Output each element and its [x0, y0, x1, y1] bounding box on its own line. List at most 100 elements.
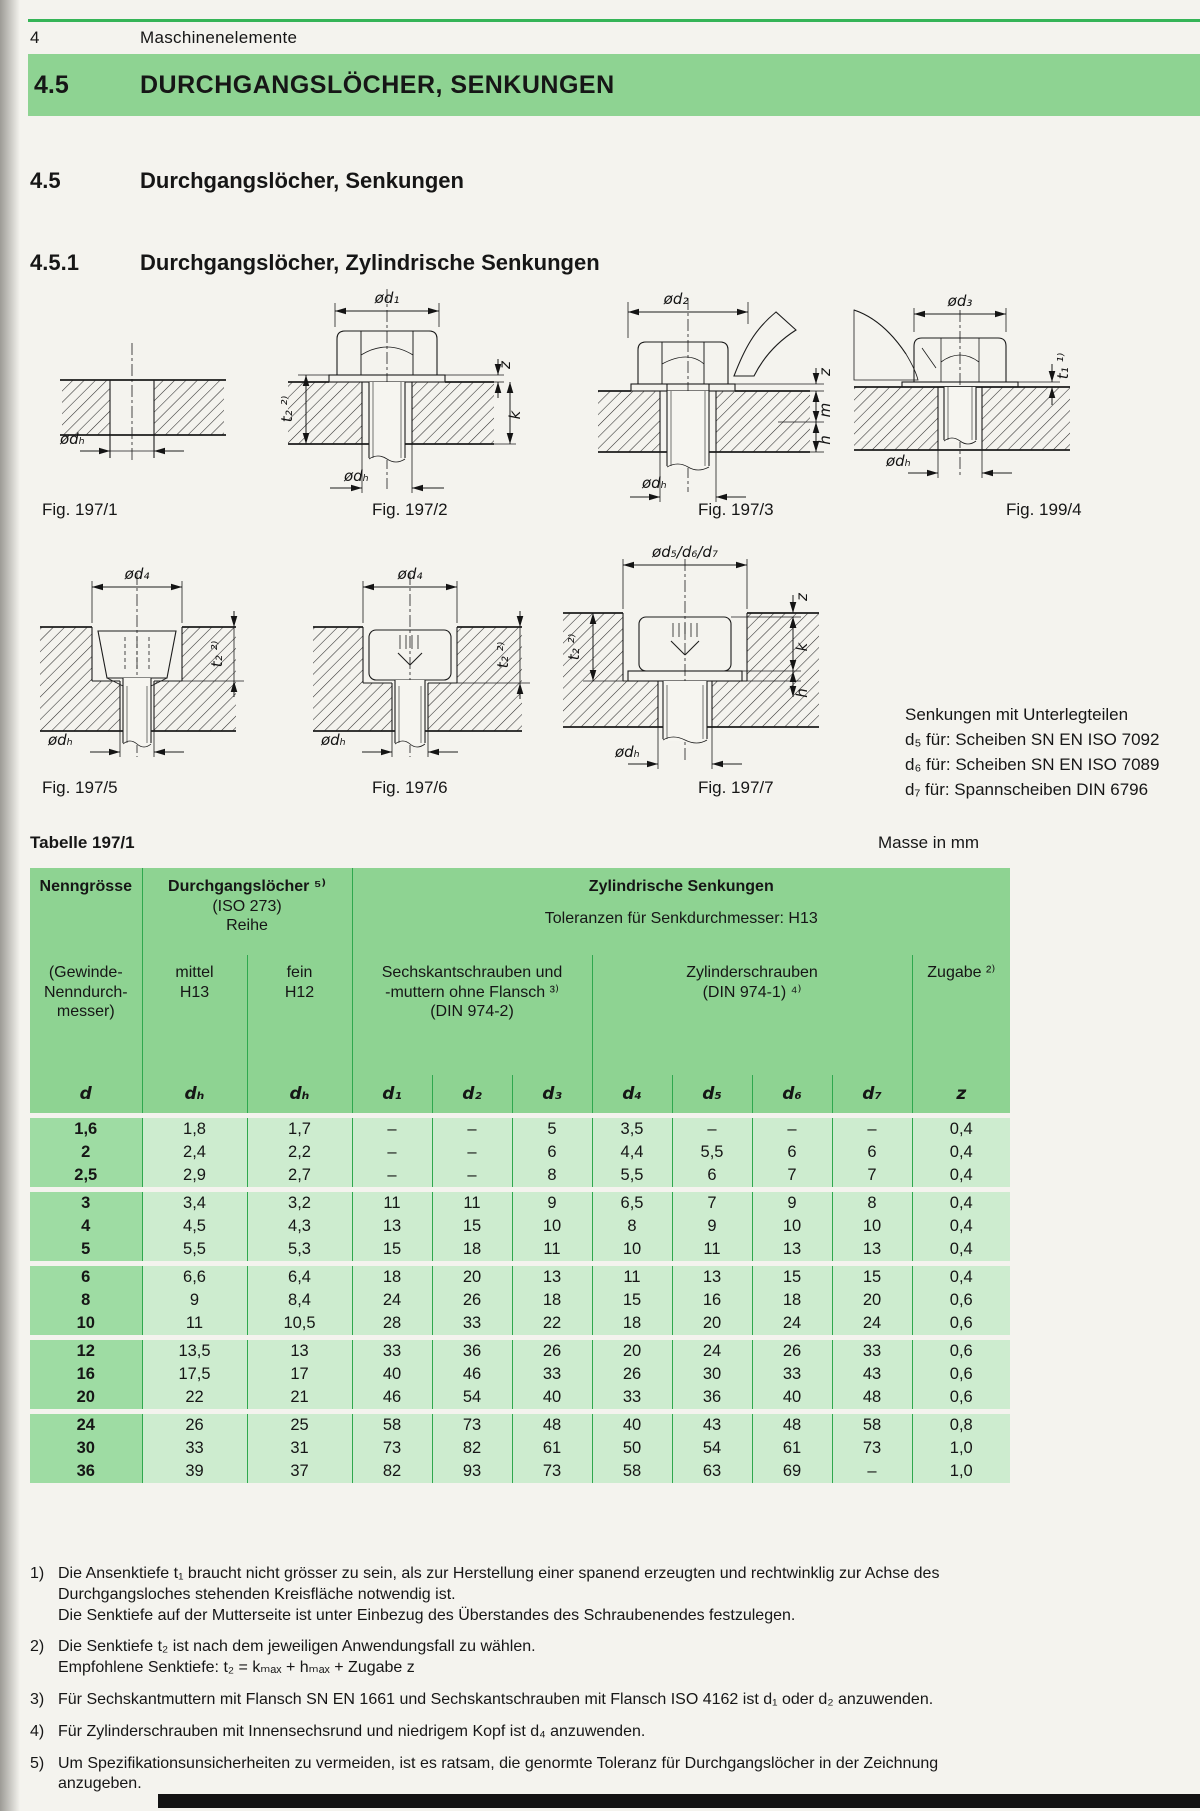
table-cell: 3,4 [141, 1187, 247, 1215]
table-cell: 8 [591, 1215, 672, 1238]
table-cell: 15 [751, 1261, 832, 1289]
table-cell: 22 [141, 1386, 247, 1412]
table-units: Masse in mm [878, 833, 980, 852]
table-cell: 20 [30, 1386, 142, 1412]
table-cell: – [351, 1113, 432, 1141]
dim-label: t₂ ²⁾ [208, 641, 226, 668]
technical-drawing-hex-nut: ød₁ t₂ ²⁾ [278, 289, 524, 493]
footnotes: 1) Die Ansenktiefe t₁ braucht nicht grös… [30, 1564, 1190, 1795]
table-cell: 20 [831, 1289, 912, 1312]
table-cell: 15 [431, 1215, 512, 1238]
table-cell: 10 [511, 1215, 592, 1238]
col-header-zugabe: Zugabe ²⁾ [911, 955, 1011, 1075]
symbol-d5: d₅ [671, 1075, 752, 1118]
table-cell: 18 [591, 1312, 672, 1338]
dim-label: t₂ ²⁾ [494, 642, 512, 669]
table-cell: 20 [431, 1261, 512, 1289]
table-cell: 37 [246, 1460, 352, 1483]
table-cell: – [431, 1141, 512, 1164]
table-cell: 58 [351, 1409, 432, 1437]
table-cell: 13 [831, 1238, 912, 1264]
table-cell: 5 [30, 1238, 142, 1264]
table-row: 6 6,6 6,4 18 20 13 11 13 15 15 0,4 [30, 1261, 1011, 1289]
table-cell: 6 [671, 1164, 752, 1190]
dim-label: t₁ ¹⁾ [1054, 353, 1072, 380]
table-cell: 48 [831, 1386, 912, 1412]
col-header-gewinde: (Gewinde- Nenndurch- messer) [30, 955, 142, 1075]
footnote-3: 3) Für Sechskantmuttern mit Flansch SN E… [30, 1690, 1190, 1711]
table-cell: 69 [751, 1460, 832, 1483]
figure-197-7: ød₅/d₆/d₇ t₂ ²⁾ z k h ødₕ Fig. 197/7 [535, 535, 845, 798]
table-cell: 2,5 [30, 1164, 142, 1190]
table-row: 12 13,5 13 33 36 26 20 24 26 33 0,6 [30, 1335, 1011, 1363]
footnote-1: 1) Die Ansenktiefe t₁ braucht nicht grös… [30, 1564, 1190, 1626]
table-cell: – [671, 1113, 752, 1141]
table-cell: 36 [30, 1460, 142, 1483]
table-cell: 11 [351, 1187, 432, 1215]
table-cell: 46 [431, 1363, 512, 1386]
table-cell: 2,2 [246, 1141, 352, 1164]
table-cell: 36 [671, 1386, 752, 1412]
dim-label: ødₕ [614, 743, 640, 761]
dim-label: ød₂ [663, 290, 689, 308]
table-cell: 8 [30, 1289, 142, 1312]
table-row: 4 4,5 4,3 13 15 10 8 9 10 10 0,4 [30, 1215, 1011, 1238]
table-cell: 6 [511, 1141, 592, 1164]
table-cell: 8 [831, 1187, 912, 1215]
table-cell: 5,5 [141, 1238, 247, 1264]
col-header-zylinderschrauben: Zylinderschrauben (DIN 974-1) ⁴⁾ [591, 955, 912, 1075]
technical-drawing-plain-hole: ødₕ [59, 343, 226, 463]
table-cell: 16 [671, 1289, 752, 1312]
symbol-d2: d₂ [431, 1075, 512, 1118]
chapter-title: Maschinenelemente [140, 28, 298, 47]
table-cell: 4,5 [141, 1215, 247, 1238]
heading-number: 4.5 [30, 168, 61, 193]
table-cell: 2,7 [246, 1164, 352, 1190]
dim-label: ød₃ [947, 292, 973, 310]
table-cell: 0,6 [911, 1335, 1011, 1363]
table-cell: – [351, 1141, 432, 1164]
figure-caption: Fig. 197/5 [42, 778, 118, 797]
table-group: 24 26 25 58 73 48 40 43 48 58 0,8 30 33 31 73 82 61 50 54 6… [30, 1409, 1011, 1483]
footnote-text: Um Spezifikationsunsicherheiten zu verme… [58, 1754, 939, 1793]
table-cell: 3,2 [246, 1187, 352, 1215]
table-cell: 20 [591, 1335, 672, 1363]
top-rule [28, 19, 1200, 22]
table-cell: 1,0 [911, 1437, 1011, 1460]
washer-note-title: Senkungen mit Unterlegteilen [905, 705, 1129, 724]
table-cell: 5 [511, 1113, 592, 1141]
table-cell: 4,4 [591, 1141, 672, 1164]
table-cell: 43 [671, 1409, 752, 1437]
symbol-d4: d₄ [591, 1075, 672, 1118]
table-cell: 8 [511, 1164, 592, 1190]
dim-label: z [793, 592, 811, 602]
table-cell: 0,4 [911, 1164, 1011, 1190]
table-cell: 3 [30, 1187, 142, 1215]
table-cell: 24 [351, 1289, 432, 1312]
footnote-text: Für Zylinderschrauben mit Innensechsrund… [58, 1722, 646, 1740]
footnote-4: 4) Für Zylinderschrauben mit Innensechsr… [30, 1722, 1190, 1743]
dim-label: ød₅/d₆/d₇ [651, 543, 718, 561]
table-cell: 10 [591, 1238, 672, 1264]
table-cell: 13 [351, 1215, 432, 1238]
col-header-sechskant: Sechskantschrauben und -muttern ohne Fla… [351, 955, 592, 1075]
table-cell: 24 [30, 1409, 142, 1437]
table-group: 3 3,4 3,2 11 11 9 6,5 7 9 8 0,4 4 4,5 4,3 13 15 10 8 9 10 10… [30, 1187, 1011, 1264]
table-cell: 73 [511, 1460, 592, 1483]
col-header-fein: fein H12 [246, 955, 352, 1075]
table-cell: 0,4 [911, 1238, 1011, 1264]
dim-label: h [793, 688, 811, 698]
dim-label: z [816, 367, 834, 377]
dim-label: ødₕ [343, 467, 369, 485]
table-cell: 22 [511, 1312, 592, 1338]
table-cell: 33 [591, 1386, 672, 1412]
footnote-text: Die Ansenktiefe t₁ braucht nicht grösser… [58, 1565, 940, 1624]
table-cell: 2 [30, 1141, 142, 1164]
table-197-1: Nenngrösse Durchgangslöcher ⁵⁾ (ISO 273) … [30, 868, 1011, 1483]
table-cell: 48 [751, 1409, 832, 1437]
table-cell: 40 [751, 1386, 832, 1412]
footnote-marker: 5) [30, 1754, 45, 1772]
dim-label: ødₕ [320, 731, 346, 749]
table-cell: 10 [30, 1312, 142, 1338]
table-row: 2,5 2,9 2,7– –8 5,5 6 7 7 0,4 [30, 1164, 1011, 1190]
